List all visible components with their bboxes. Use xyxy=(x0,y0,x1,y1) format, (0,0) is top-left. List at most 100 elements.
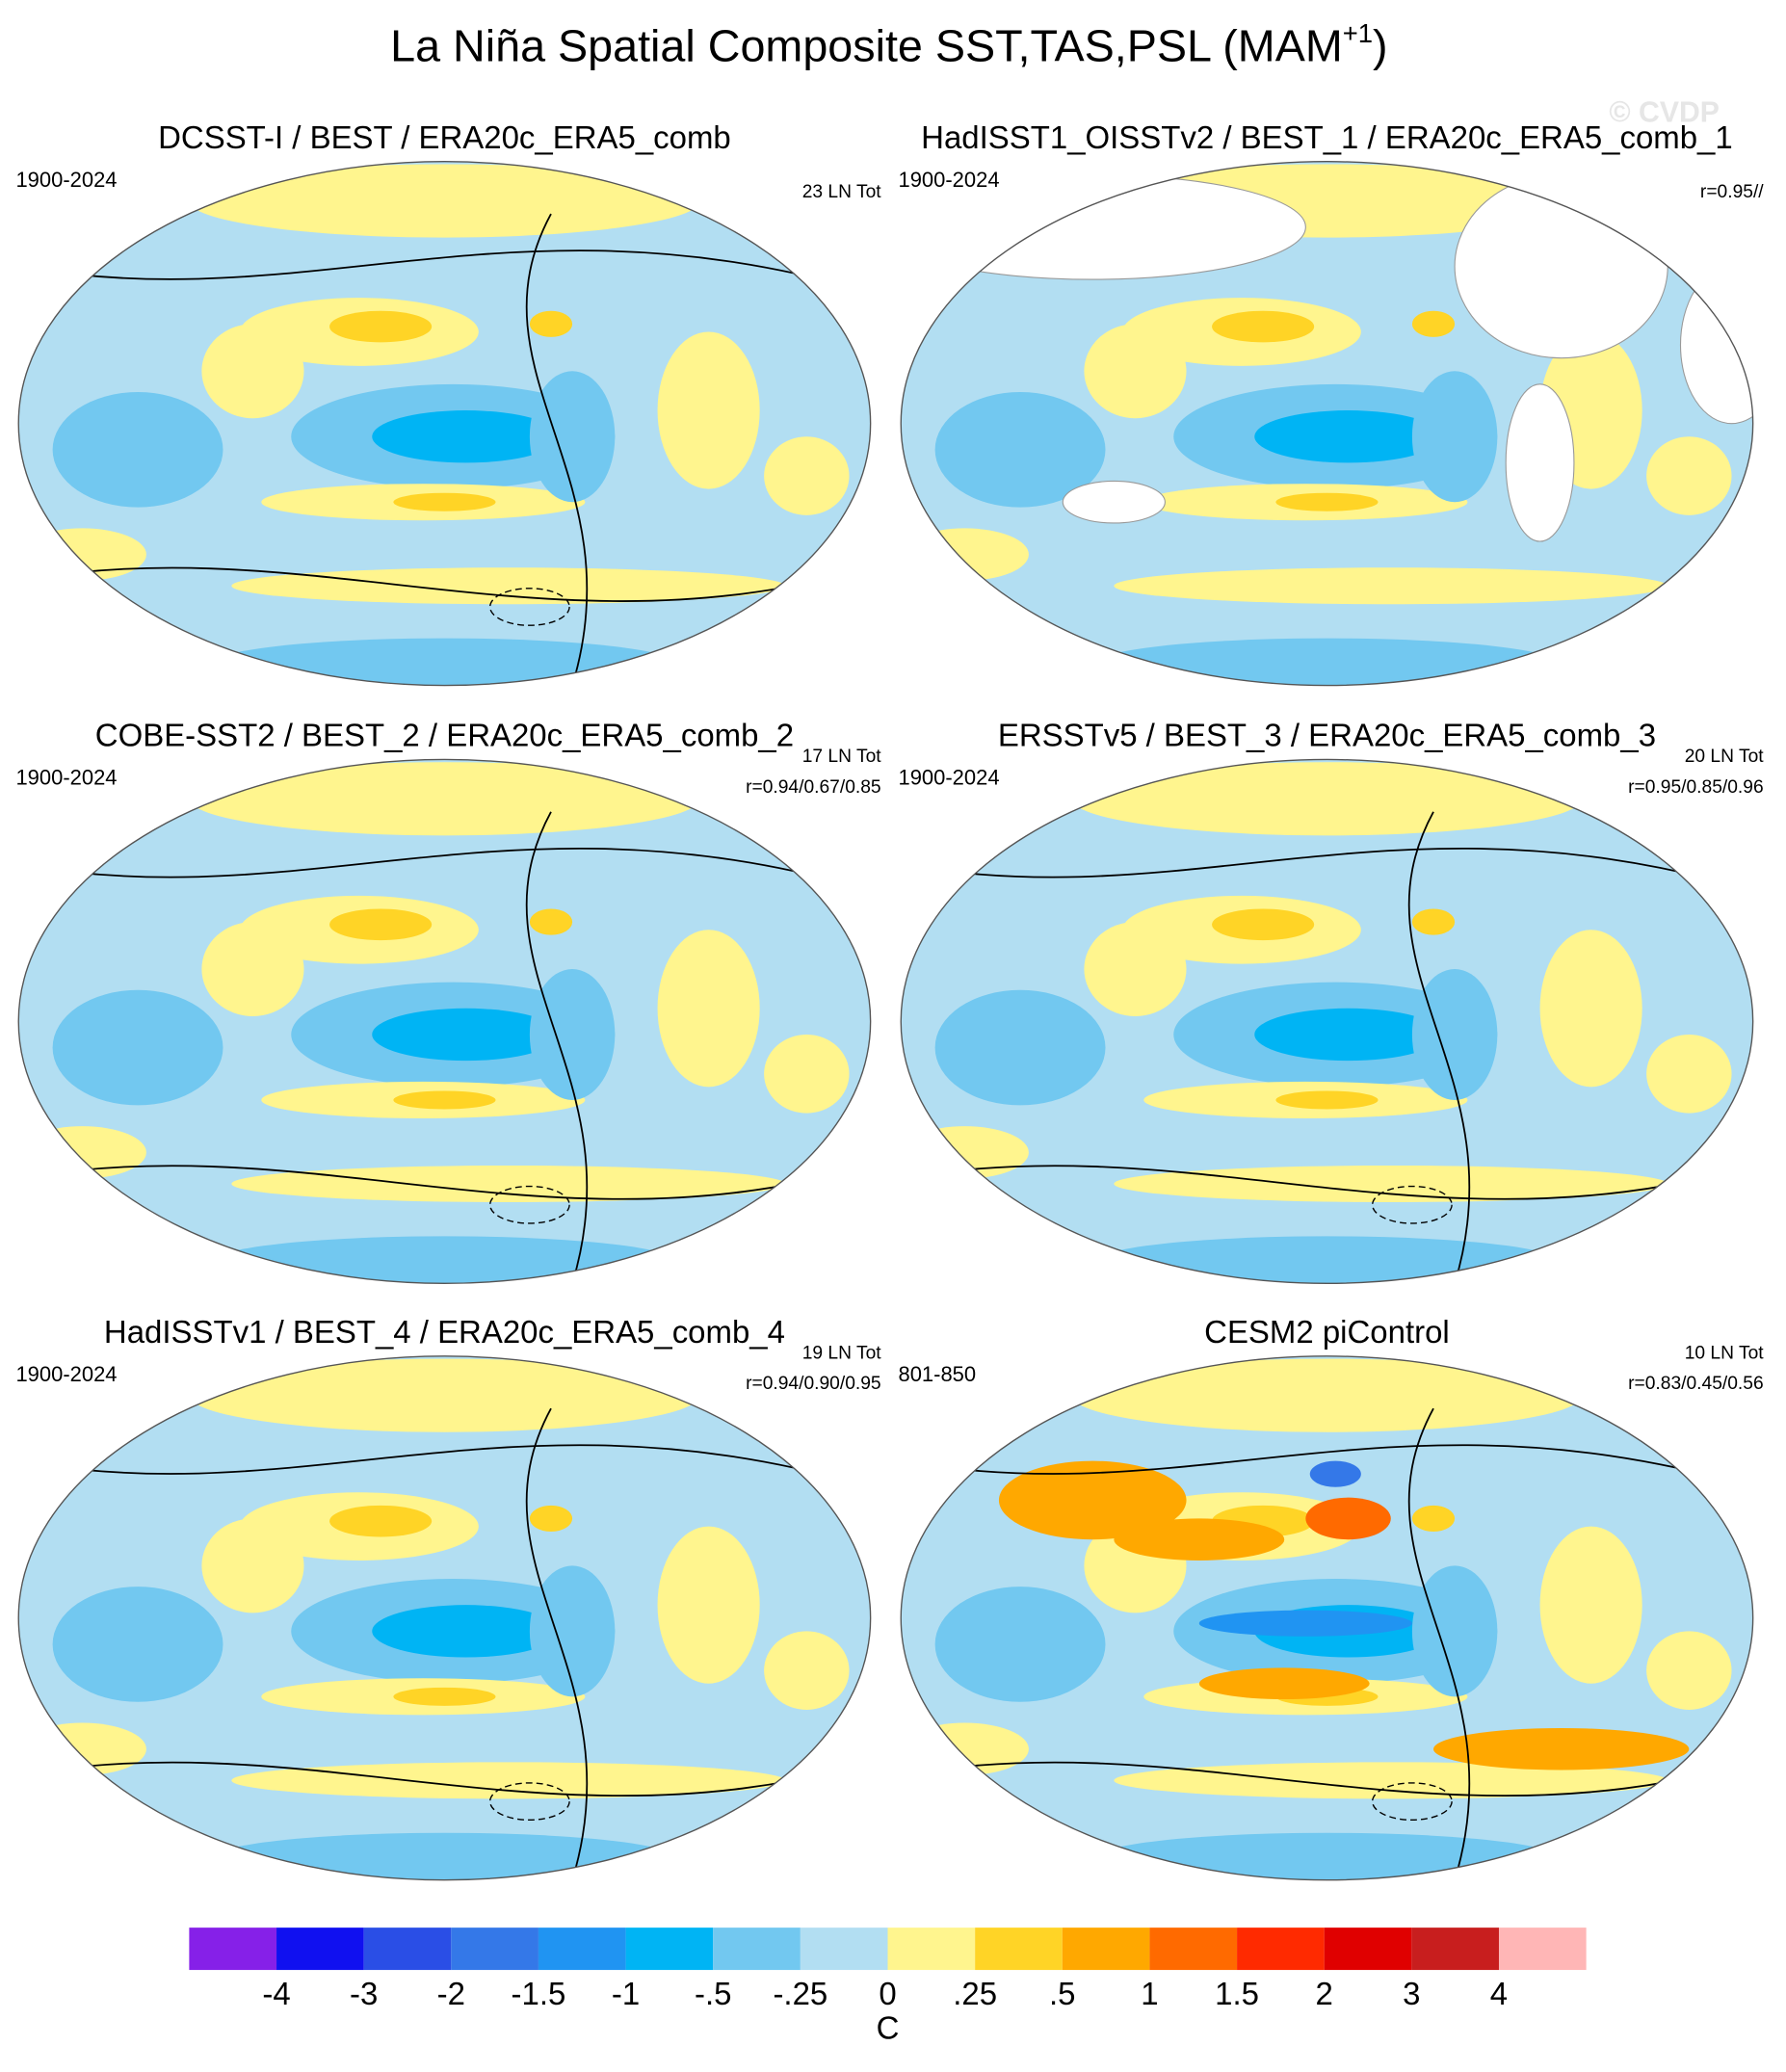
colorbar-unit: C xyxy=(877,2009,900,2045)
anomaly-region xyxy=(1411,1565,1498,1697)
anomaly-region xyxy=(657,1526,760,1684)
panel-period: 1900-2024 xyxy=(15,766,117,790)
colorbar-box xyxy=(1324,1928,1412,1971)
anomaly-region xyxy=(189,1358,700,1432)
colorbar-tick-label: -2 xyxy=(437,1976,465,2011)
anomaly-region xyxy=(1114,1762,1668,1799)
anomaly-region xyxy=(1114,1518,1285,1561)
anomaly-region xyxy=(393,492,496,511)
colorbar-tick-label: .5 xyxy=(1049,1976,1075,2011)
psl-contour xyxy=(901,1444,1753,1488)
anomaly-region xyxy=(393,1687,496,1706)
panel-stats: r=0.94/0.90/0.95 xyxy=(746,1374,881,1394)
land-mask xyxy=(1679,265,1753,425)
anomaly-region xyxy=(1433,1727,1690,1770)
figure-title: La Niña Spatial Composite SST,TAS,PSL (M… xyxy=(390,18,1387,70)
panel-count: 19 LN Tot xyxy=(802,1344,882,1364)
psl-contour xyxy=(18,848,871,892)
anomaly-region xyxy=(529,908,573,935)
land-mask xyxy=(1062,480,1166,524)
land-mask xyxy=(1505,383,1575,542)
psl-contour xyxy=(18,566,871,602)
anomaly-region xyxy=(1411,908,1456,935)
panel-title: DCSST-I / BEST / ERA20c_ERA5_comb xyxy=(158,119,731,155)
title-end: ) xyxy=(1373,20,1388,70)
psl-contour xyxy=(901,1761,1753,1797)
anomaly-region xyxy=(1646,436,1732,515)
anomaly-region xyxy=(329,310,433,343)
watermark: © CVDP xyxy=(1609,97,1720,129)
anomaly-region xyxy=(529,371,616,503)
colorbar-box xyxy=(538,1928,626,1971)
anomaly-region xyxy=(1092,1236,1562,1284)
panel-title: CESM2 piControl xyxy=(1204,1314,1450,1350)
colorbar-box xyxy=(625,1928,714,1971)
anomaly-region xyxy=(1071,1358,1583,1432)
colorbar: -4 -3 -2 -1.5 -1 -.5 -.25 0 .25 .5 1 1.5 2 3 4 C xyxy=(189,1928,1587,2045)
panel-period: 1900-2024 xyxy=(898,766,999,790)
colorbar-tick-label: 0 xyxy=(879,1976,896,2011)
anomaly-region xyxy=(1309,1460,1361,1487)
anomaly-region xyxy=(231,1762,786,1799)
anomaly-region xyxy=(1539,1526,1642,1684)
anomaly-region xyxy=(1411,310,1456,337)
anomaly-region xyxy=(529,1505,573,1533)
anomaly-region xyxy=(1084,922,1187,1016)
colorbar-box xyxy=(1062,1928,1150,1971)
psl-contour-negative xyxy=(488,1782,570,1822)
anomaly-region xyxy=(1212,908,1315,941)
panel-title: ERSSTv5 / BEST_3 / ERA20c_ERA5_comb_3 xyxy=(998,718,1656,753)
anomaly-region xyxy=(934,989,1106,1106)
anomaly-region xyxy=(901,1722,1029,1775)
anomaly-region xyxy=(1646,1034,1732,1114)
psl-contour-negative xyxy=(1372,1185,1453,1224)
anomaly-region xyxy=(1071,762,1583,836)
colorbar-box xyxy=(1237,1928,1325,1971)
map-outline xyxy=(17,1355,872,1881)
anomaly-region xyxy=(1275,492,1379,511)
anomaly-region xyxy=(1411,969,1498,1100)
map-panel: DCSST-I / BEST / ERA20c_ERA5_comb 1900-20… xyxy=(15,119,881,687)
anomaly-region xyxy=(1198,1667,1370,1700)
anomaly-region xyxy=(18,1722,146,1775)
panel-count: 20 LN Tot xyxy=(1685,747,1765,767)
colorbar-tick-label: 1 xyxy=(1141,1976,1158,2011)
map-outline xyxy=(900,1355,1754,1881)
anomaly-region xyxy=(372,1605,560,1658)
panel-stats: r=0.95/0.85/0.96 xyxy=(1628,777,1764,798)
panel-title: HadISST1_OISSTv2 / BEST_1 / ERA20c_ERA5_… xyxy=(921,119,1733,155)
colorbar-tick-label: -.25 xyxy=(773,1976,827,2011)
anomaly-region xyxy=(18,1126,146,1179)
anomaly-region xyxy=(1411,1505,1456,1533)
anomaly-region xyxy=(1539,930,1642,1088)
anomaly-region xyxy=(189,762,700,836)
anomaly-region xyxy=(529,310,573,337)
anomaly-region xyxy=(1254,1008,1442,1062)
colorbar-tick-label: -.5 xyxy=(695,1976,731,2011)
anomaly-region xyxy=(657,930,760,1088)
colorbar-tick-label: .25 xyxy=(953,1976,997,2011)
colorbar-tick-label: 4 xyxy=(1490,1976,1508,2011)
anomaly-region xyxy=(231,1165,786,1203)
psl-contour xyxy=(1407,1407,1471,1880)
colorbar-box xyxy=(276,1928,364,1971)
psl-contour xyxy=(18,1165,871,1200)
map-panel: HadISST1_OISSTv2 / BEST_1 / ERA20c_ERA5_… xyxy=(898,119,1764,687)
panel-period: 801-850 xyxy=(898,1362,976,1386)
anomaly-region xyxy=(1114,567,1668,605)
map-panel: HadISSTv1 / BEST_4 / ERA20c_ERA5_comb_4 1… xyxy=(15,1314,882,1881)
psl-contour xyxy=(18,1444,871,1488)
anomaly-region xyxy=(210,638,679,686)
psl-contour xyxy=(901,848,1753,892)
anomaly-region xyxy=(1092,1832,1562,1880)
anomaly-region xyxy=(998,1460,1187,1540)
anomaly-region xyxy=(657,331,760,489)
anomaly-region xyxy=(52,392,223,508)
colorbar-box xyxy=(1411,1928,1499,1971)
colorbar-box xyxy=(1498,1928,1587,1971)
psl-contour-negative xyxy=(1372,1782,1453,1822)
anomaly-region xyxy=(329,1505,433,1537)
map-outline xyxy=(17,161,872,687)
colorbar-tick-label: -1 xyxy=(612,1976,640,2011)
